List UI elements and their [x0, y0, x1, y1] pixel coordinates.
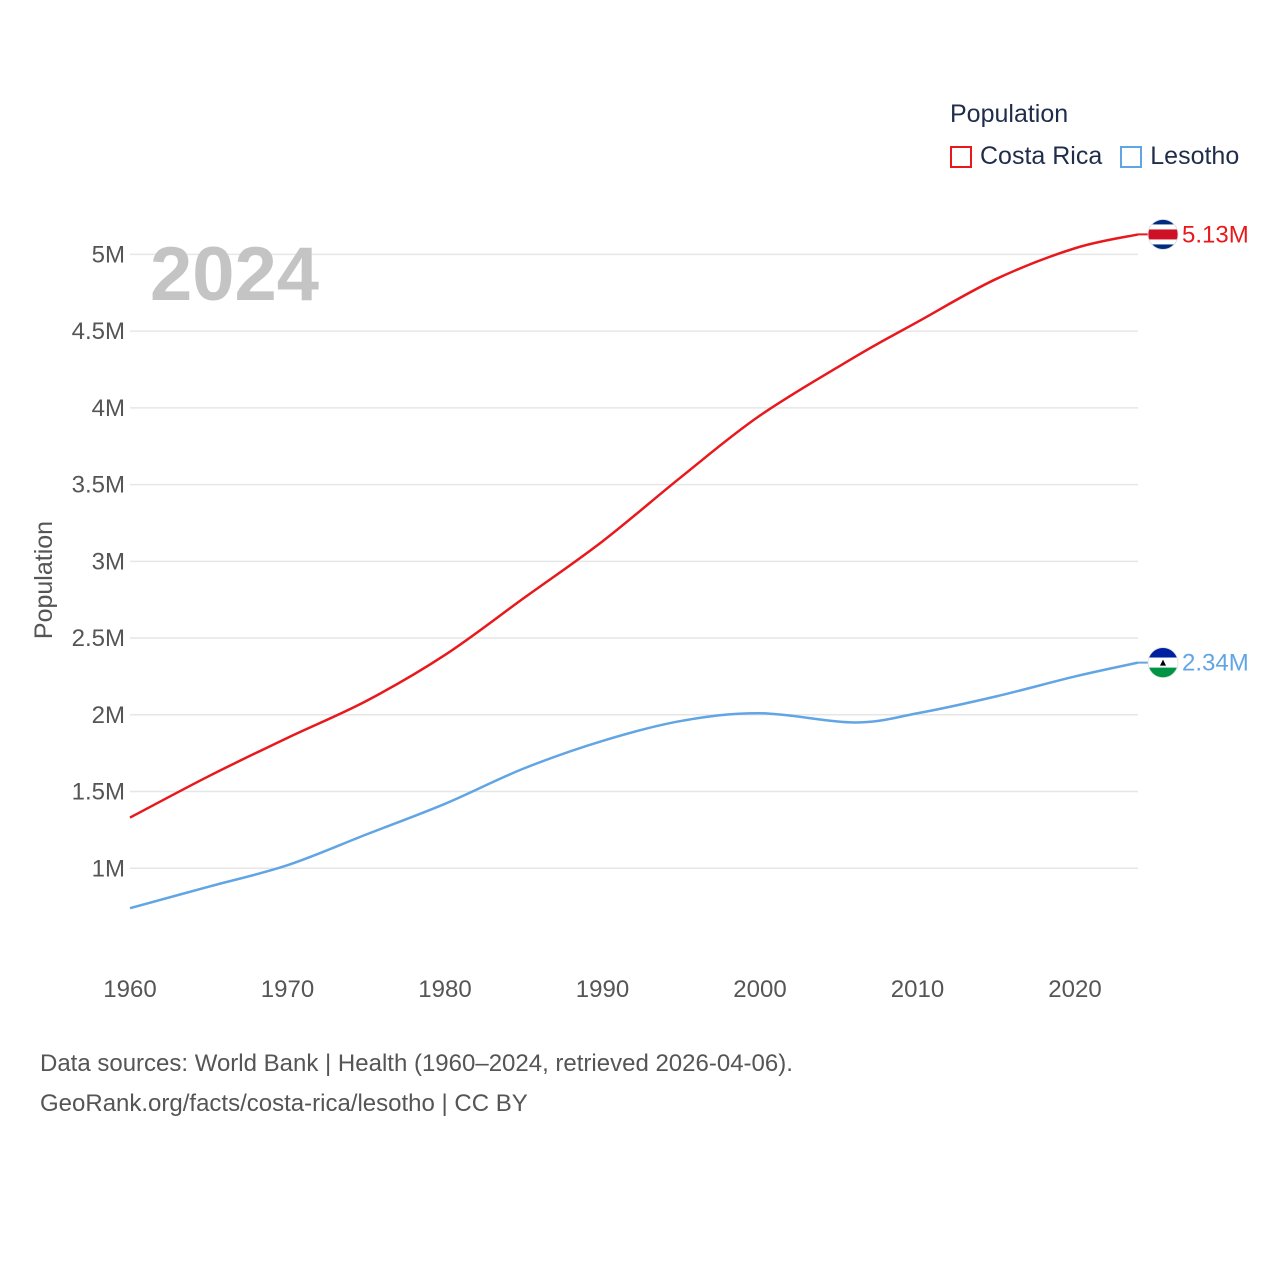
legend-item-lesotho[interactable]: Lesotho: [1120, 142, 1239, 171]
end-value-label-costa-rica: 5.13M: [1182, 221, 1249, 248]
x-axis-ticks: 1960 1970 1980 1990 2000 2010 2020: [103, 976, 1101, 1003]
x-tick-label: 2000: [733, 976, 786, 1003]
gridlines: [130, 253, 1138, 870]
series-line-costa-rica: [129, 233, 1139, 819]
series-line-lesotho: [129, 661, 1139, 910]
y-tick-label: 3.5M: [72, 472, 125, 499]
legend-item-costa-rica[interactable]: Costa Rica: [950, 142, 1102, 171]
y-tick-label: 4M: [92, 395, 125, 422]
legend: Costa Rica Lesotho: [950, 142, 1257, 171]
x-tick-label: 1960: [103, 976, 156, 1003]
series-lines: [129, 233, 1139, 910]
y-tick-label: 4.5M: [72, 318, 125, 345]
x-tick-label: 1990: [576, 976, 629, 1003]
y-axis-ticks: 1M 1.5M 2M 2.5M 3M 3.5M 4M 4.5M 5M: [72, 241, 125, 882]
lesotho-flag-icon: [1147, 647, 1179, 679]
x-tick-label: 2010: [891, 976, 944, 1003]
legend-label-lesotho: Lesotho: [1150, 142, 1240, 170]
legend-swatch-lesotho: [1120, 145, 1143, 168]
y-tick-label: 3M: [92, 548, 125, 575]
y-tick-label: 2M: [92, 702, 125, 729]
legend-title: Population: [950, 100, 1069, 128]
year-label: 2024: [150, 232, 319, 317]
data-sources-text: Data sources: World Bank | Health (1960–…: [40, 1050, 793, 1077]
x-tick-label: 1980: [418, 976, 471, 1003]
x-tick-label: 1970: [261, 976, 314, 1003]
footer: Data sources: World Bank | Health (1960–…: [40, 1044, 793, 1124]
source-link[interactable]: GeoRank.org/facts/costa-rica/lesotho | C…: [40, 1090, 528, 1117]
costa-rica-flag-icon: [1147, 219, 1179, 250]
legend-swatch-costa-rica: [950, 145, 972, 168]
end-value-label-lesotho: 2.34M: [1182, 650, 1249, 677]
y-tick-label: 1.5M: [72, 779, 125, 806]
y-tick-label: 1M: [92, 855, 125, 882]
x-tick-label: 2020: [1048, 976, 1101, 1003]
legend-label-costa-rica: Costa Rica: [980, 142, 1103, 170]
y-tick-label: 2.5M: [72, 625, 125, 652]
series-end-markers: 5.13M 2.34M: [1138, 219, 1249, 679]
y-axis-label: Population: [30, 521, 58, 639]
y-tick-label: 5M: [92, 241, 125, 268]
